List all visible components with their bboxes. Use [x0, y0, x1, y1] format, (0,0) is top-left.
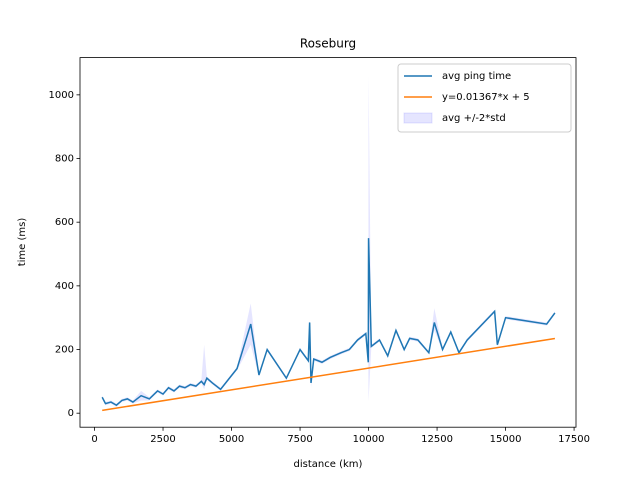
line: [102, 337, 556, 412]
x-tick-label: 2500: [150, 434, 175, 445]
y-tick-label: 200: [55, 345, 74, 356]
plot-frame: [79, 57, 577, 428]
chart-title: Roseburg: [300, 37, 356, 51]
y-tick-label: 0: [68, 408, 74, 419]
legend-label: avg +/-2*std: [442, 113, 506, 124]
legend-label: y=0.01367*x + 5: [442, 92, 530, 103]
legend-box: [397, 63, 572, 133]
x-tick-label: 5000: [219, 434, 244, 445]
x-tick-label: 12500: [421, 434, 453, 445]
y-tick-label: 400: [55, 281, 74, 292]
x-tick-label: 7500: [287, 434, 312, 445]
x-tick-label: 15000: [490, 434, 522, 445]
y-tick-label: 1000: [49, 90, 74, 101]
y-tick-label: 800: [55, 154, 74, 165]
x-tick-label: 0: [91, 434, 97, 445]
y-axis-label: time (ms): [17, 218, 28, 267]
y-tick-label: 600: [55, 217, 74, 228]
legend-swatch: [403, 112, 433, 124]
legend-label: avg ping time: [442, 71, 511, 82]
x-axis-label: distance (km): [294, 459, 363, 470]
x-tick-label: 10000: [353, 434, 385, 445]
x-tick-label: 17500: [558, 434, 590, 445]
line: [101, 238, 556, 407]
